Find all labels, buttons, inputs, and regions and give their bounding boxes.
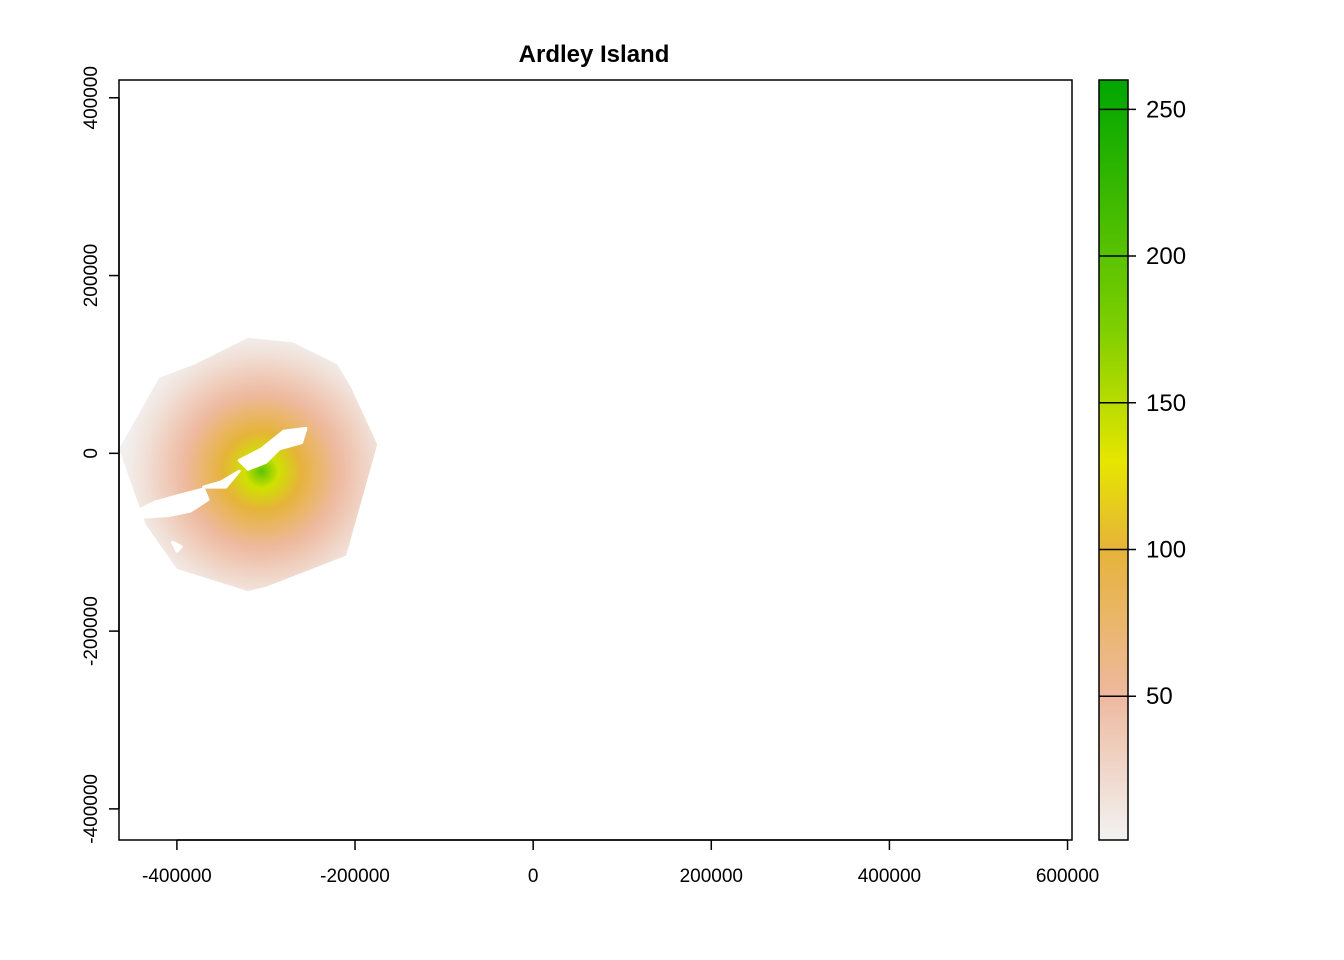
y-tick-label: 400000 bbox=[81, 66, 102, 129]
x-tick-label: 600000 bbox=[1036, 866, 1099, 887]
legend-tick-label: 200 bbox=[1146, 243, 1186, 270]
legend-tick-label: 250 bbox=[1146, 96, 1186, 123]
x-tick-label: -400000 bbox=[142, 866, 212, 887]
y-axis: -400000 -200000 0 200000 400000 bbox=[81, 66, 120, 844]
land-mask-3 bbox=[135, 487, 210, 519]
x-tick-label: 200000 bbox=[680, 866, 743, 887]
legend-tick-label: 100 bbox=[1146, 536, 1186, 563]
legend-tick-label: 150 bbox=[1146, 390, 1186, 417]
legend-colorbar bbox=[1098, 79, 1129, 841]
legend-tick-label: 50 bbox=[1146, 683, 1173, 710]
y-tick-label: -200000 bbox=[81, 596, 102, 666]
land-mask-2 bbox=[202, 469, 241, 489]
y-tick-label: 200000 bbox=[81, 244, 102, 307]
land-mask-4 bbox=[170, 540, 183, 553]
x-axis: -400000 -200000 0 200000 400000 600000 bbox=[142, 839, 1099, 887]
x-tick-label: 400000 bbox=[858, 866, 921, 887]
x-tick-label: 0 bbox=[528, 866, 539, 887]
chart-title: Ardley Island bbox=[519, 41, 670, 68]
density-raster bbox=[119, 337, 378, 592]
color-legend: 50 100 150 200 250 bbox=[1098, 79, 1186, 841]
x-tick-label: -200000 bbox=[320, 866, 390, 887]
y-tick-label: 0 bbox=[81, 448, 102, 459]
land-mask-1 bbox=[237, 426, 308, 471]
y-tick-label: -400000 bbox=[81, 774, 102, 844]
